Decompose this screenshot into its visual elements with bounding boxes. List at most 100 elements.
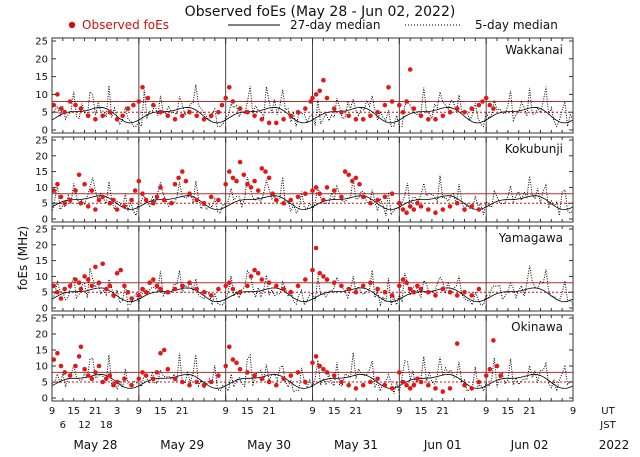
- x-tick-label: 9: [570, 406, 576, 417]
- observed-point: [122, 283, 127, 289]
- observed-point: [216, 109, 221, 115]
- observed-point: [462, 382, 467, 388]
- observed-point: [339, 379, 344, 385]
- observed-point: [469, 293, 475, 298]
- observed-point: [89, 188, 95, 193]
- observed-point: [303, 106, 308, 111]
- observed-point: [418, 204, 424, 209]
- median-27day-line: [51, 195, 574, 210]
- observed-point: [223, 181, 228, 187]
- observed-point: [58, 363, 64, 369]
- observed-point: [331, 373, 337, 378]
- observed-point: [400, 109, 406, 115]
- observed-point: [93, 264, 98, 270]
- observed-point: [440, 286, 446, 292]
- observed-point: [100, 194, 105, 200]
- observed-point: [169, 200, 174, 206]
- legend-5day-label: 5-day median: [475, 18, 558, 32]
- panel-okinawa: 0 5 10 15 20 25 Okinawa: [35, 314, 574, 405]
- observed-point: [143, 373, 149, 378]
- observed-point: [346, 113, 352, 119]
- observed-point: [476, 379, 482, 385]
- observed-point: [411, 106, 417, 111]
- observed-point: [281, 200, 286, 206]
- y-tick-label: 5: [42, 199, 48, 210]
- observed-point: [248, 274, 254, 279]
- observed-point: [62, 109, 67, 115]
- observed-point: [469, 204, 475, 209]
- observed-point: [310, 188, 315, 193]
- observed-point: [476, 286, 482, 292]
- observed-point: [454, 200, 460, 206]
- x-tick-label: 21: [263, 406, 276, 417]
- observed-point: [259, 277, 265, 282]
- observed-point: [462, 207, 467, 212]
- observed-point: [259, 166, 265, 171]
- observed-point: [194, 197, 199, 203]
- observed-point: [76, 172, 82, 178]
- observed-point: [317, 270, 323, 276]
- observed-point: [346, 172, 352, 178]
- observed-point: [407, 67, 413, 72]
- observed-point: [183, 178, 189, 184]
- observed-point: [310, 360, 315, 366]
- observed-point: [245, 109, 250, 115]
- observed-point: [440, 389, 446, 394]
- observed-point: [248, 185, 254, 190]
- observed-point: [324, 370, 330, 375]
- x-tick-label: 18: [100, 420, 113, 431]
- observed-point: [172, 286, 178, 292]
- observed-point: [375, 109, 380, 115]
- observed-point: [303, 191, 308, 196]
- observed-point: [55, 181, 60, 187]
- observed-point: [433, 117, 438, 122]
- observed-point: [353, 289, 359, 295]
- observed-point: [100, 113, 105, 119]
- y-tick-label: 5: [42, 378, 48, 389]
- observed-point: [208, 293, 214, 298]
- observed-point: [288, 373, 294, 378]
- observed-point: [313, 245, 319, 251]
- observed-point: [223, 363, 228, 369]
- observed-point: [58, 296, 64, 301]
- observed-point: [317, 88, 323, 94]
- observed-point: [165, 366, 171, 372]
- observed-point: [180, 169, 185, 174]
- observed-point: [165, 113, 171, 119]
- observed-point: [487, 366, 493, 372]
- observed-point: [201, 200, 207, 206]
- observed-point: [469, 386, 475, 391]
- observed-point: [491, 106, 496, 111]
- observed-point: [353, 175, 359, 181]
- observed-point: [266, 379, 272, 385]
- observed-point: [172, 117, 178, 122]
- observed-point: [122, 376, 127, 382]
- observed-point: [216, 286, 221, 292]
- observed-point: [216, 197, 221, 203]
- legend-27day-label: 27-day median: [290, 18, 380, 32]
- observed-point: [454, 341, 460, 346]
- observed-point: [82, 366, 87, 372]
- observed-point: [255, 188, 261, 193]
- y-tick-label: 20: [35, 151, 48, 162]
- observed-point: [274, 382, 279, 388]
- observed-point: [230, 286, 236, 292]
- observed-point: [483, 373, 489, 378]
- observed-point: [308, 99, 314, 104]
- observed-point: [96, 363, 102, 369]
- observed-point: [400, 277, 406, 282]
- observed-point: [245, 283, 250, 289]
- observed-point: [407, 286, 413, 292]
- observed-point: [382, 194, 388, 200]
- observed-point: [85, 113, 91, 119]
- observed-point: [78, 286, 84, 292]
- observed-point: [368, 113, 373, 119]
- observed-point: [411, 207, 417, 212]
- station-label: Yamagawa: [498, 231, 563, 245]
- observed-point: [375, 376, 380, 382]
- y-tick-label: 10: [35, 272, 48, 283]
- observed-point: [67, 373, 73, 378]
- y-tick-label: 0: [42, 215, 48, 226]
- observed-point: [51, 102, 57, 108]
- observed-point: [415, 376, 420, 382]
